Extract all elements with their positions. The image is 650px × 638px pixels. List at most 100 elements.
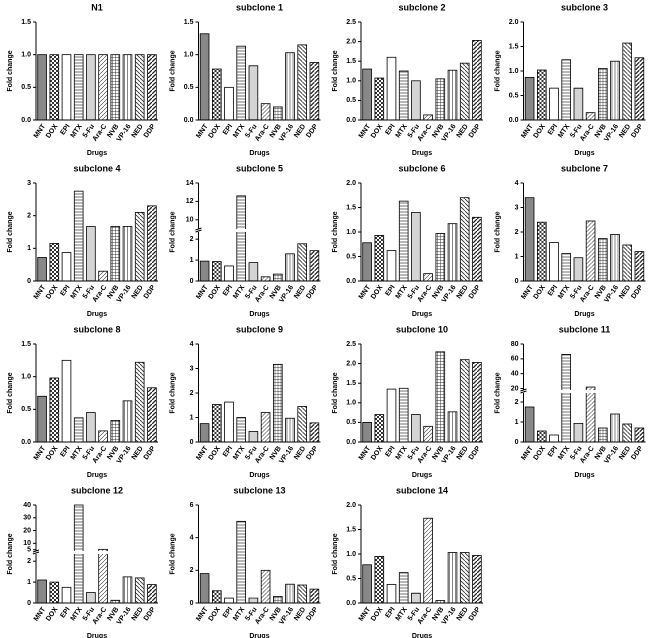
y-tick-label: 4 xyxy=(515,180,519,187)
y-tick-label: 2 xyxy=(515,229,519,236)
axes xyxy=(360,505,483,604)
y-tick-label: 40 xyxy=(511,371,519,378)
bar xyxy=(524,197,535,282)
bar xyxy=(472,216,482,282)
bar xyxy=(537,430,547,443)
bar xyxy=(285,417,295,443)
axes xyxy=(360,183,483,282)
bar xyxy=(610,60,620,121)
bar xyxy=(110,54,121,121)
x-axis-label: Drugs xyxy=(574,472,594,479)
bar xyxy=(236,195,246,282)
y-tick-label: 14 xyxy=(186,180,194,187)
bar xyxy=(73,54,84,121)
bar xyxy=(598,238,608,282)
bar xyxy=(134,577,145,604)
bar xyxy=(610,234,620,282)
bar xyxy=(212,404,222,443)
x-tick-label: NED xyxy=(618,123,632,139)
y-tick-label: 20 xyxy=(23,527,31,534)
panel: subclone 6 Fold change Drugs 0.0 0.5 1.0 1.5 2.… xyxy=(332,163,483,318)
y-tick-label: 0.5 xyxy=(509,92,519,99)
chart-title: subclone 2 xyxy=(398,2,445,12)
y-tick-label: 2.0 xyxy=(509,19,519,26)
y-tick-label: 3 xyxy=(515,204,519,211)
axes xyxy=(198,344,321,443)
bar xyxy=(122,54,133,121)
x-tick-label: MTX xyxy=(557,123,571,139)
x-tick-label: DOX xyxy=(370,606,385,623)
bar xyxy=(447,223,458,282)
bar xyxy=(73,190,84,282)
x-tick-label: MTX xyxy=(70,284,84,300)
bar xyxy=(248,597,259,604)
bar xyxy=(459,197,470,282)
y-tick-label: 1 xyxy=(515,253,519,260)
bar xyxy=(110,420,121,443)
bar xyxy=(37,54,47,121)
y-axis-label: Fold change xyxy=(332,50,339,91)
bar xyxy=(147,54,157,121)
bar xyxy=(447,69,458,121)
chart-title: subclone 11 xyxy=(559,324,611,334)
bar xyxy=(524,406,535,443)
bar xyxy=(634,57,645,121)
bar xyxy=(374,77,385,121)
bar xyxy=(273,596,283,604)
bar xyxy=(49,54,60,121)
x-tick-label: DDP xyxy=(468,445,482,461)
bar xyxy=(86,54,96,121)
y-axis-label: Fold change xyxy=(494,372,501,413)
bar xyxy=(297,243,307,282)
bar xyxy=(61,54,72,121)
y-tick-label: 3 xyxy=(27,180,31,187)
y-tick-label: 1.5 xyxy=(509,43,519,50)
bar xyxy=(423,273,433,282)
bar xyxy=(435,233,446,282)
axes xyxy=(523,22,646,121)
bar xyxy=(98,430,108,443)
bar xyxy=(411,414,421,443)
x-tick-label: DDP xyxy=(305,445,319,461)
y-tick-label: 12 xyxy=(186,198,194,205)
x-tick-label: DOX xyxy=(208,123,223,140)
y-tick-label: 0.0 xyxy=(21,439,31,446)
x-axis-label: Drugs xyxy=(574,311,594,318)
y-tick-label: 2.0 xyxy=(346,38,356,45)
x-tick-label: NED xyxy=(131,606,145,622)
bar xyxy=(447,411,458,443)
bar xyxy=(537,221,547,282)
y-axis-label: Fold change xyxy=(7,372,14,413)
x-tick-label: MTX xyxy=(395,445,409,461)
bar xyxy=(423,114,433,121)
y-tick-label: 20 xyxy=(511,385,519,392)
x-tick-label: NED xyxy=(456,445,470,461)
y-tick-label: 0.0 xyxy=(346,117,356,124)
bar xyxy=(199,423,210,443)
x-tick-label: DDP xyxy=(630,445,644,461)
chart-title: subclone 5 xyxy=(236,163,283,173)
x-tick-label: MTX xyxy=(232,284,246,300)
axes xyxy=(360,22,483,121)
bar xyxy=(561,59,571,121)
x-tick-label: MTX xyxy=(395,606,409,622)
y-tick-label: 1.0 xyxy=(346,78,356,85)
bar xyxy=(386,583,397,604)
y-tick-label: 0.5 xyxy=(346,575,356,582)
bar xyxy=(362,68,372,121)
bar xyxy=(122,226,133,282)
axes xyxy=(198,183,321,282)
y-tick-label: 0.5 xyxy=(346,253,356,260)
bar xyxy=(212,68,222,121)
y-tick-label: 0.5 xyxy=(21,406,31,413)
bar xyxy=(224,86,234,121)
axes xyxy=(35,344,158,443)
bar xyxy=(260,276,271,282)
x-tick-label: DOX xyxy=(208,606,223,623)
axes xyxy=(35,22,158,121)
x-tick-label: DDP xyxy=(143,445,157,461)
bar xyxy=(273,363,283,443)
bar xyxy=(260,103,271,121)
bar xyxy=(134,54,145,121)
